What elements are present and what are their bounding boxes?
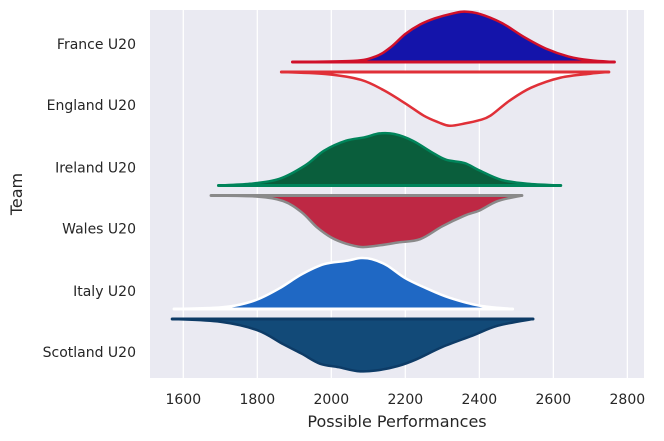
violin-outline-ireland-u20 [218,131,561,187]
violin-wales-u20 [209,194,524,249]
x-tick-2200: 2200 [388,392,424,408]
violin-scotland-u20 [170,317,535,373]
violin-italy-u20 [172,256,515,311]
x-tick-2600: 2600 [536,392,572,408]
y-tick-wales-u20: Wales U20 [62,222,136,238]
violin-outline-italy-u20 [174,256,513,311]
violin-france-u20 [290,10,616,64]
violin-body-ireland-u20 [218,133,561,186]
y-tick-ireland-u20: Ireland U20 [55,161,136,177]
y-tick-scotland-u20: Scotland U20 [43,345,136,361]
violin-ireland-u20 [216,131,563,187]
y-tick-labels: France U20 England U20 Ireland U20 Wales U2… [43,37,136,361]
x-tick-1800: 1800 [239,392,275,408]
violins [170,10,616,373]
violin-body-italy-u20 [174,257,513,309]
x-tick-2800: 2800 [610,392,646,408]
violin-england-u20 [279,70,611,128]
y-axis-label: Team [7,173,26,216]
x-tick-2000: 2000 [313,392,349,408]
x-tick-2400: 2400 [462,392,498,408]
violin-outline-scotland-u20 [172,317,534,373]
violin-outline-england-u20 [281,70,609,128]
violin-body-france-u20 [292,11,615,62]
violin-outline-wales-u20 [211,194,523,249]
x-tick-labels: 1600 1800 2000 2200 2400 2600 2800 [165,392,645,408]
y-tick-england-u20: England U20 [47,98,136,114]
violin-outline-france-u20 [292,10,615,64]
x-tick-1600: 1600 [165,392,201,408]
y-tick-italy-u20: Italy U20 [73,284,136,300]
y-tick-france-u20: France U20 [57,37,136,53]
violin-body-england-u20 [281,72,609,126]
violin-body-wales-u20 [211,195,522,248]
x-axis-label: Possible Performances [307,412,486,431]
